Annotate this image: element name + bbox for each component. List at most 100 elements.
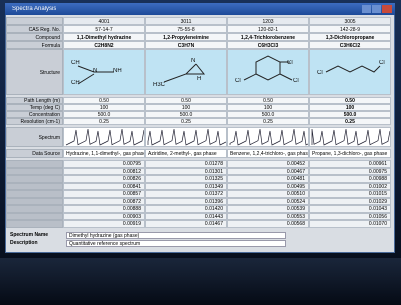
minimize-button[interactable] xyxy=(362,5,371,13)
value-cell: 0.01325 xyxy=(145,175,227,183)
value-cell: 0.01029 xyxy=(309,198,391,206)
source-dropdown[interactable]: Hydrazine, 1,1-dimethyl-, gas phase xyxy=(63,149,145,158)
value-cell: 0.00568 xyxy=(227,220,309,228)
row-header xyxy=(6,198,63,206)
atom-label: H xyxy=(197,76,213,82)
value-cell: 0.00888 xyxy=(63,205,145,213)
spectrum-line xyxy=(64,128,145,147)
source-dropdown[interactable]: Aziridine, 2-methyl-, gas phase xyxy=(145,149,227,158)
value-cell: 0.00961 xyxy=(309,160,391,168)
reflection xyxy=(0,258,401,305)
value-cell: 0.01420 xyxy=(145,205,227,213)
spectrum-line xyxy=(146,128,227,147)
value-cell: 0.01372 xyxy=(145,190,227,198)
atom-label: H3C xyxy=(153,82,169,88)
screen: Spectra Analysis 4001301112033005 CAS Reg… xyxy=(0,0,401,305)
field-input[interactable]: Dimethyl hydrazine (gas phase) xyxy=(66,232,286,239)
param-cell: 500.0 xyxy=(145,111,227,118)
row-label: CAS Reg. No. xyxy=(6,25,63,33)
param-cell: 0.50 xyxy=(227,97,309,104)
param-cell: 0.50 xyxy=(63,97,145,104)
atom-label: N xyxy=(191,58,207,64)
param-cell: 0.25 xyxy=(145,118,227,125)
param-cell: 0.25 xyxy=(309,118,391,125)
cell: 57-14-7 xyxy=(63,25,145,33)
cell: 75-55-8 xyxy=(145,25,227,33)
value-cell: 0.01015 xyxy=(309,190,391,198)
param-cell: 500.0 xyxy=(63,111,145,118)
param-cell: 0.50 xyxy=(145,97,227,104)
row-label: Spectrum xyxy=(6,127,63,147)
row-label: Concentration xyxy=(6,111,63,118)
spectrum-thumbnail xyxy=(227,127,309,147)
window-title: Spectra Analysis xyxy=(12,6,56,12)
value-cell: 0.00481 xyxy=(227,175,309,183)
row-label: Data Source xyxy=(6,149,63,158)
value-cell: 0.01443 xyxy=(145,213,227,221)
param-cell: 0.25 xyxy=(63,118,145,125)
row-label: Path Length (m) xyxy=(6,97,63,104)
column-header: 3011 xyxy=(145,17,227,25)
param-cell: 100 xyxy=(309,104,391,111)
value-cell: 0.01002 xyxy=(309,183,391,191)
corner-cell xyxy=(6,17,63,25)
value-cell: 0.00795 xyxy=(63,160,145,168)
cell: 1,3-Dichloropropane xyxy=(309,33,391,41)
value-cell: 0.00841 xyxy=(63,183,145,191)
value-cell: 0.00452 xyxy=(227,160,309,168)
atom-label: Cl xyxy=(379,60,395,66)
structure-drawing xyxy=(228,50,309,95)
cell: C3H6Cl2 xyxy=(309,41,391,49)
column-header: 3005 xyxy=(309,17,391,25)
value-cell: 0.00919 xyxy=(63,220,145,228)
row-label: Compound xyxy=(6,33,63,41)
param-cell: 500.0 xyxy=(309,111,391,118)
value-cell: 0.01301 xyxy=(145,168,227,176)
value-cell: 0.00872 xyxy=(63,198,145,206)
row-header xyxy=(6,213,63,221)
param-cell: 0.50 xyxy=(309,97,391,104)
source-dropdown[interactable]: Benzene, 1,2,4-trichloro-, gas phase xyxy=(227,149,309,158)
value-cell: 0.00510 xyxy=(227,190,309,198)
param-cell: 500.0 xyxy=(227,111,309,118)
row-header xyxy=(6,183,63,191)
value-cell: 0.00857 xyxy=(63,190,145,198)
row-header xyxy=(6,175,63,183)
value-cell: 0.00467 xyxy=(227,168,309,176)
cell: C2H8N2 xyxy=(63,41,145,49)
atom-label: N xyxy=(93,68,109,74)
value-cell: 0.00903 xyxy=(63,213,145,221)
field-input[interactable]: Quantitative reference spectrum xyxy=(66,240,286,247)
row-header xyxy=(6,190,63,198)
field-label: Description xyxy=(10,240,65,247)
cell: 142-28-9 xyxy=(309,25,391,33)
atom-label: CH xyxy=(71,60,87,66)
source-dropdown[interactable]: Propane, 1,3-dichloro-, gas phase xyxy=(309,149,391,158)
maximize-button[interactable] xyxy=(372,5,381,13)
param-cell: 100 xyxy=(227,104,309,111)
atom-label: NH xyxy=(113,68,129,74)
value-cell: 0.01278 xyxy=(145,160,227,168)
structure-cell xyxy=(227,49,309,95)
param-cell: 0.25 xyxy=(227,118,309,125)
value-cell: 0.00988 xyxy=(309,175,391,183)
row-header xyxy=(6,205,63,213)
param-cell: 100 xyxy=(145,104,227,111)
close-button[interactable] xyxy=(382,5,392,13)
spectrum-thumbnail xyxy=(145,127,227,147)
row-label: Structure xyxy=(6,49,63,95)
atom-label: Cl xyxy=(293,78,309,84)
cell: 120-82-1 xyxy=(227,25,309,33)
column-header: 4001 xyxy=(63,17,145,25)
value-cell: 0.01056 xyxy=(309,213,391,221)
row-header xyxy=(6,220,63,228)
spectrum-line xyxy=(310,128,391,147)
cell: C6H3Cl3 xyxy=(227,41,309,49)
value-cell: 0.00812 xyxy=(63,168,145,176)
atom-label: Cl xyxy=(235,78,251,84)
value-cell: 0.01396 xyxy=(145,198,227,206)
value-cell: 0.00975 xyxy=(309,168,391,176)
structure-drawing xyxy=(146,50,227,95)
column-header: 1203 xyxy=(227,17,309,25)
value-cell: 0.00524 xyxy=(227,198,309,206)
